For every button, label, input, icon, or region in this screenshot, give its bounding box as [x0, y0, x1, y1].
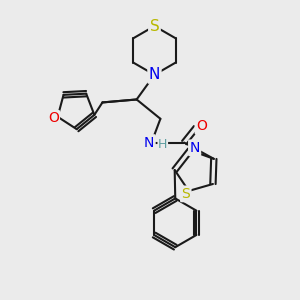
Text: S: S — [182, 187, 190, 201]
Text: O: O — [48, 111, 58, 125]
Text: N: N — [144, 136, 154, 150]
Text: N: N — [149, 67, 160, 82]
Text: O: O — [196, 119, 207, 133]
Text: N: N — [189, 141, 200, 155]
Text: H: H — [158, 138, 167, 151]
Text: S: S — [150, 19, 159, 34]
